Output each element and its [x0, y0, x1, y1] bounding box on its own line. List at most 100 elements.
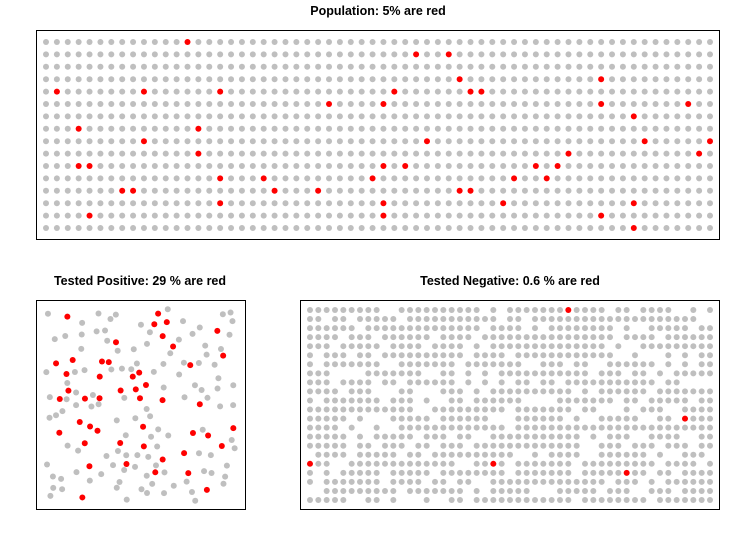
- dot-gray: [337, 51, 343, 57]
- dot-gray: [620, 138, 626, 144]
- dot-gray: [165, 432, 171, 438]
- dot-gray: [511, 163, 517, 169]
- dot-gray: [87, 101, 93, 107]
- dot-gray: [324, 343, 330, 349]
- dot-gray: [515, 361, 521, 367]
- dot-gray: [152, 151, 158, 157]
- dot-gray: [707, 76, 713, 82]
- dot-gray: [499, 470, 505, 476]
- dot-gray: [511, 51, 517, 57]
- dot-gray: [582, 334, 588, 340]
- dot-gray: [440, 452, 446, 458]
- dot-gray: [465, 334, 471, 340]
- dot-gray: [324, 497, 330, 503]
- dot-gray: [440, 470, 446, 476]
- dot-gray: [565, 64, 571, 70]
- dot-gray: [457, 307, 463, 313]
- dot-gray: [524, 434, 530, 440]
- dot-gray: [76, 213, 82, 219]
- dot-gray: [696, 175, 702, 181]
- dot-gray: [206, 101, 212, 107]
- dot-gray: [674, 151, 680, 157]
- dot-gray: [565, 325, 571, 331]
- dot-gray: [315, 163, 321, 169]
- dot-gray: [590, 434, 596, 440]
- dot-gray: [631, 51, 637, 57]
- dot-gray: [499, 407, 505, 413]
- dot-gray: [482, 361, 488, 367]
- dot-gray: [76, 188, 82, 194]
- dot-gray: [557, 307, 563, 313]
- dot-gray: [524, 470, 530, 476]
- dot-gray: [261, 89, 267, 95]
- dot-gray: [282, 163, 288, 169]
- dot-gray: [402, 175, 408, 181]
- dot-gray: [598, 113, 604, 119]
- dot-gray: [250, 101, 256, 107]
- dot-gray: [76, 101, 82, 107]
- dot-gray: [228, 89, 234, 95]
- dot-gray: [540, 407, 546, 413]
- dot-gray: [500, 188, 506, 194]
- dot-red: [70, 357, 76, 363]
- dot-gray: [119, 366, 125, 372]
- dot-gray: [511, 101, 517, 107]
- dot-gray: [707, 325, 713, 331]
- dot-gray: [490, 352, 496, 358]
- dot-gray: [665, 325, 671, 331]
- dot-gray: [707, 225, 713, 231]
- dot-gray: [515, 334, 521, 340]
- dot-gray: [72, 369, 78, 375]
- dot-gray: [108, 89, 114, 95]
- dot-gray: [185, 113, 191, 119]
- dot-gray: [511, 138, 517, 144]
- dot-gray: [435, 39, 441, 45]
- dot-gray: [357, 416, 363, 422]
- dot-red: [152, 469, 158, 475]
- dot-gray: [440, 388, 446, 394]
- dot-gray: [631, 76, 637, 82]
- dot-gray: [357, 443, 363, 449]
- dot-gray: [653, 213, 659, 219]
- dot-gray: [88, 403, 94, 409]
- dot-gray: [43, 64, 49, 70]
- dot-gray: [390, 434, 396, 440]
- dot-gray: [598, 163, 604, 169]
- dot-gray: [524, 379, 530, 385]
- dot-gray: [108, 113, 114, 119]
- dot-gray: [590, 379, 596, 385]
- dot-gray: [110, 462, 116, 468]
- dot-gray: [374, 407, 380, 413]
- dot-gray: [620, 39, 626, 45]
- dot-gray: [707, 479, 713, 485]
- dot-red: [77, 419, 83, 425]
- dot-gray: [192, 498, 198, 504]
- dot-gray: [640, 452, 646, 458]
- dot-gray: [446, 101, 452, 107]
- dot-gray: [402, 200, 408, 206]
- dot-gray: [76, 138, 82, 144]
- dot-gray: [565, 407, 571, 413]
- dot-gray: [540, 352, 546, 358]
- dot-gray: [649, 361, 655, 367]
- dot-gray: [557, 388, 563, 394]
- dot-gray: [607, 388, 613, 394]
- dot-gray: [478, 200, 484, 206]
- dot-gray: [653, 51, 659, 57]
- dot-gray: [540, 370, 546, 376]
- dot-gray: [574, 397, 580, 403]
- dot-gray: [609, 213, 615, 219]
- dot-gray: [674, 325, 680, 331]
- dot-gray: [163, 126, 169, 132]
- dot-gray: [180, 318, 186, 324]
- dot-gray: [540, 461, 546, 467]
- dot-gray: [432, 343, 438, 349]
- dot-gray: [707, 397, 713, 403]
- dot-gray: [540, 379, 546, 385]
- dot-red: [197, 401, 203, 407]
- dot-gray: [357, 307, 363, 313]
- dot-gray: [457, 425, 463, 431]
- dot-gray: [663, 200, 669, 206]
- dot-gray: [54, 138, 60, 144]
- dot-gray: [582, 461, 588, 467]
